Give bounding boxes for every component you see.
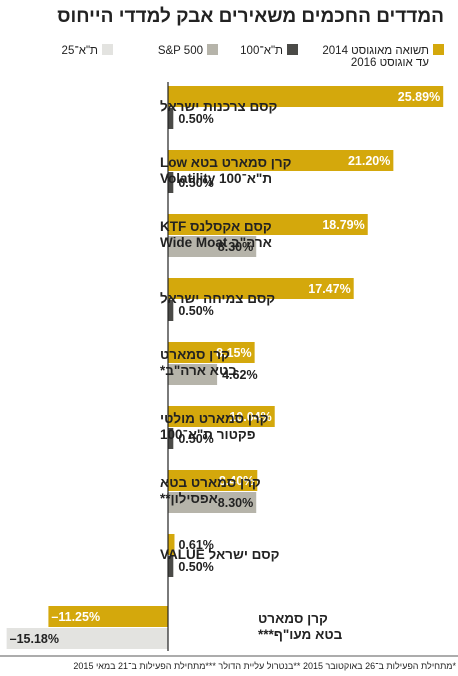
legend-item-fund-return: תשואה מאוגוסט 2014 עד אוגוסט 2016 — [322, 44, 444, 69]
legend-swatch-light — [102, 44, 113, 55]
legend-swatch-grey — [207, 44, 218, 55]
category-label-5-1: פקטור ת"א־100 — [160, 427, 256, 442]
category-label-1-0: קרן סמארט בטא Low — [160, 155, 292, 170]
category-label-6-0: קרן סמארט בטא — [160, 475, 261, 490]
bar-benchmark-0 — [168, 108, 174, 129]
legend-label-ta100: ת"א־100 — [240, 45, 283, 57]
category-label-3-0: קסם צמיחה ישראל — [160, 291, 275, 306]
data-label-fund-3: 17.47% — [308, 282, 350, 296]
data-label-fund-7: 0.61% — [178, 538, 213, 552]
data-label-benchmark-7: 0.50% — [178, 560, 213, 574]
bar-fund-6 — [168, 470, 258, 491]
bar-benchmark-1 — [168, 172, 174, 193]
legend-item-sp500: S&P 500 — [158, 44, 218, 57]
data-label-fund-8: –11.25% — [51, 610, 100, 624]
category-label-0-0: קסם צרכנות ישראל — [160, 99, 278, 114]
legend-label-fund-return-2: עד אוגוסט 2016 — [350, 57, 429, 69]
bar-fund-3 — [168, 278, 354, 299]
data-label-fund-0: 25.89% — [398, 90, 440, 104]
data-label-fund-6: 8.40% — [219, 474, 254, 488]
category-label-4-0: קרן סמארט — [160, 347, 230, 362]
data-label-benchmark-4: 4.62% — [222, 368, 257, 382]
legend-swatch-dark — [287, 44, 298, 55]
category-label-8-1: בטא מעו"ף*** — [258, 627, 343, 642]
bar-fund-8 — [48, 606, 168, 627]
bar-benchmark-5 — [168, 428, 174, 449]
category-label-4-1: בטא ארה"ב* — [160, 363, 237, 378]
bar-fund-4 — [168, 342, 255, 363]
data-label-benchmark-8: –15.18% — [10, 632, 59, 646]
category-label-8-0: קרן סמארט — [258, 611, 328, 626]
data-label-benchmark-5: 0.50% — [178, 432, 213, 446]
legend: תשואה מאוגוסט 2014 עד אוגוסט 2016 ת"א־10… — [0, 44, 458, 80]
category-label-5-0: קרן סמארט מולטי — [160, 411, 269, 426]
bar-benchmark-4 — [168, 364, 218, 385]
data-label-benchmark-2: 8.30% — [218, 240, 253, 254]
bar-fund-0 — [168, 86, 444, 107]
footnote: *מתחילת הפעילות ב־26 באוקטובר 2015 **בנט… — [73, 661, 456, 671]
data-label-benchmark-1: 0.50% — [178, 176, 213, 190]
bar-fund-1 — [168, 150, 394, 171]
category-label-7-0: קסם ישראל VALUE — [160, 547, 280, 562]
bar-fund-2 — [168, 214, 368, 235]
legend-item-ta25: ת"א־25 — [62, 44, 113, 57]
data-label-benchmark-0: 0.50% — [178, 112, 213, 126]
bar-benchmark-6 — [168, 492, 257, 513]
category-label-2-0: קסם אקסלנס KTF — [160, 219, 272, 234]
data-label-fund-1: 21.20% — [348, 154, 390, 168]
bar-benchmark-2 — [168, 236, 257, 257]
data-label-benchmark-3: 0.50% — [178, 304, 213, 318]
data-label-fund-2: 18.79% — [322, 218, 364, 232]
data-label-benchmark-6: 8.30% — [218, 496, 253, 510]
bar-benchmark-3 — [168, 300, 174, 321]
bar-fund-5 — [168, 406, 275, 427]
category-label-6-1: אפסילון** — [160, 491, 218, 506]
legend-swatch-gold — [433, 44, 444, 55]
category-label-1-1: Volatility ת"א־100 — [160, 171, 272, 186]
legend-item-ta100: ת"א־100 — [240, 44, 298, 57]
bar-benchmark-8 — [6, 628, 169, 649]
chart-title: המדדים החכמים משאירים אבק למדדי הייחוס — [57, 6, 444, 27]
legend-label-fund-return-1: תשואה מאוגוסט 2014 — [322, 45, 429, 57]
data-label-fund-5: 10.04% — [229, 410, 271, 424]
bar-benchmark-7 — [168, 556, 174, 577]
bar-fund-7 — [168, 534, 175, 555]
legend-label-ta25: ת"א־25 — [61, 45, 98, 57]
legend-label-sp500: S&P 500 — [157, 45, 203, 57]
data-label-fund-4: 8.15% — [216, 346, 251, 360]
category-label-2-1: Wide Moat ארה"ב — [160, 235, 272, 250]
